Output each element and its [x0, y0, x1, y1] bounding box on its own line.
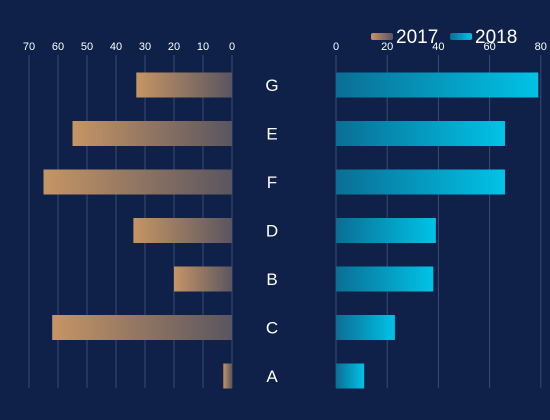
tick-label-right: 40: [432, 41, 444, 53]
tick-label-left: 20: [168, 41, 180, 53]
category-label: G: [265, 76, 278, 95]
bar-2017-B[interactable]: [174, 266, 232, 292]
bar-2018-E[interactable]: [336, 121, 505, 146]
category-label: A: [266, 367, 278, 386]
tick-label-left: 60: [52, 41, 64, 53]
tick-label-left: 70: [23, 41, 35, 53]
bars: [43, 72, 539, 389]
category-label: B: [266, 270, 277, 289]
tick-label-left: 30: [139, 41, 151, 53]
tick-label-left: 0: [229, 41, 235, 53]
bar-2018-D[interactable]: [336, 218, 436, 243]
bar-2017-E[interactable]: [72, 121, 233, 146]
tick-labels: 70 60 50 40 30 20 10 0 0 20 40 60 80: [23, 41, 547, 53]
legend-swatch-2017: [371, 33, 393, 40]
bar-2018-A[interactable]: [336, 363, 365, 389]
tick-label-right: 20: [381, 41, 393, 53]
bar-2017-A[interactable]: [223, 363, 232, 389]
bar-2018-F[interactable]: [336, 169, 505, 195]
bar-2018-B[interactable]: [336, 266, 434, 292]
category-label: D: [266, 222, 278, 241]
bar-2017-G[interactable]: [136, 72, 232, 98]
bar-2017-F[interactable]: [43, 169, 233, 195]
legend-label-2018[interactable]: 2018: [475, 27, 517, 48]
bar-2018-G[interactable]: [336, 72, 539, 98]
tick-label-left: 10: [197, 41, 209, 53]
tick-label-left: 50: [81, 41, 93, 53]
bar-2017-C[interactable]: [52, 315, 233, 340]
bar-2018-C[interactable]: [336, 315, 395, 340]
category-label: F: [267, 173, 277, 192]
tick-label-right: 0: [333, 41, 339, 53]
tick-label-right: 80: [535, 41, 547, 53]
bar-2017-D[interactable]: [133, 218, 232, 243]
legend-label-2017[interactable]: 2017: [396, 27, 438, 48]
tick-label-left: 40: [110, 41, 122, 53]
legend[interactable]: 2017 2018: [371, 27, 517, 48]
category-label: E: [266, 125, 277, 144]
category-labels: G E F D B C A: [265, 76, 278, 386]
category-label: C: [266, 319, 278, 338]
tick-label-right: 60: [483, 41, 495, 53]
legend-swatch-2018: [450, 33, 472, 40]
